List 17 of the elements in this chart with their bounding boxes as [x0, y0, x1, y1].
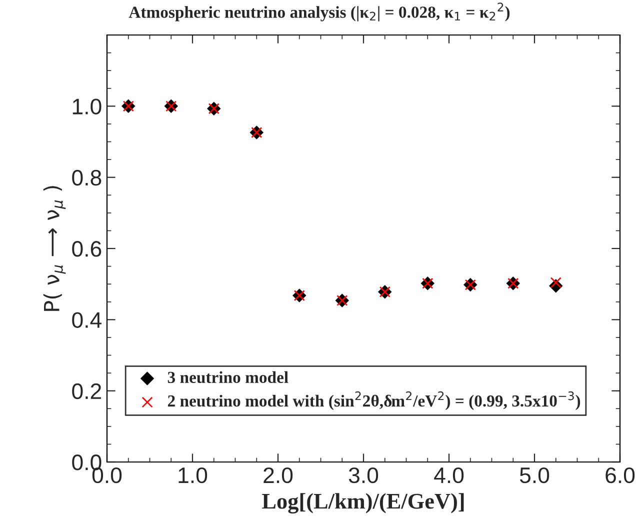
x-axis-title: Log[(L/km)/(E/GeV)] — [262, 493, 464, 514]
chart-title: Atmospheric neutrino analysis (|κ$_{2}$| = 0.028, κ$_{1}$ = κ$_{2}$$^{2}$) — [128, 2, 510, 22]
x-tick-label: 4.0 — [434, 467, 464, 484]
y-tick-label: 0.2 — [72, 383, 102, 400]
x-tick-label: 2.0 — [264, 467, 293, 484]
x-tick-label: 1.0 — [178, 467, 208, 484]
x-tick-label: 6.0 — [606, 467, 635, 484]
x-tick-label: 5.0 — [520, 467, 550, 484]
y-axis-title: P( ν$_{μ}$ ⟶ ν$_{μ}$ ) — [43, 186, 66, 311]
legend-label: 3 neutrino model — [168, 371, 288, 384]
x-tick-label: 3.0 — [348, 467, 378, 484]
text: 2 neutrino model with (sin$^{2}$2θ,δm$^{2}$/eV$^{2}$) = (0.99, 3.5x10$^{−3}$) — [168, 391, 580, 410]
point — [550, 277, 562, 288]
y-tick-label: 0.8 — [72, 170, 102, 186]
y-tick-label: 1.0 — [72, 98, 102, 114]
y-tick-label: 0.4 — [72, 312, 102, 328]
y-tick-label: 0.6 — [72, 241, 102, 257]
